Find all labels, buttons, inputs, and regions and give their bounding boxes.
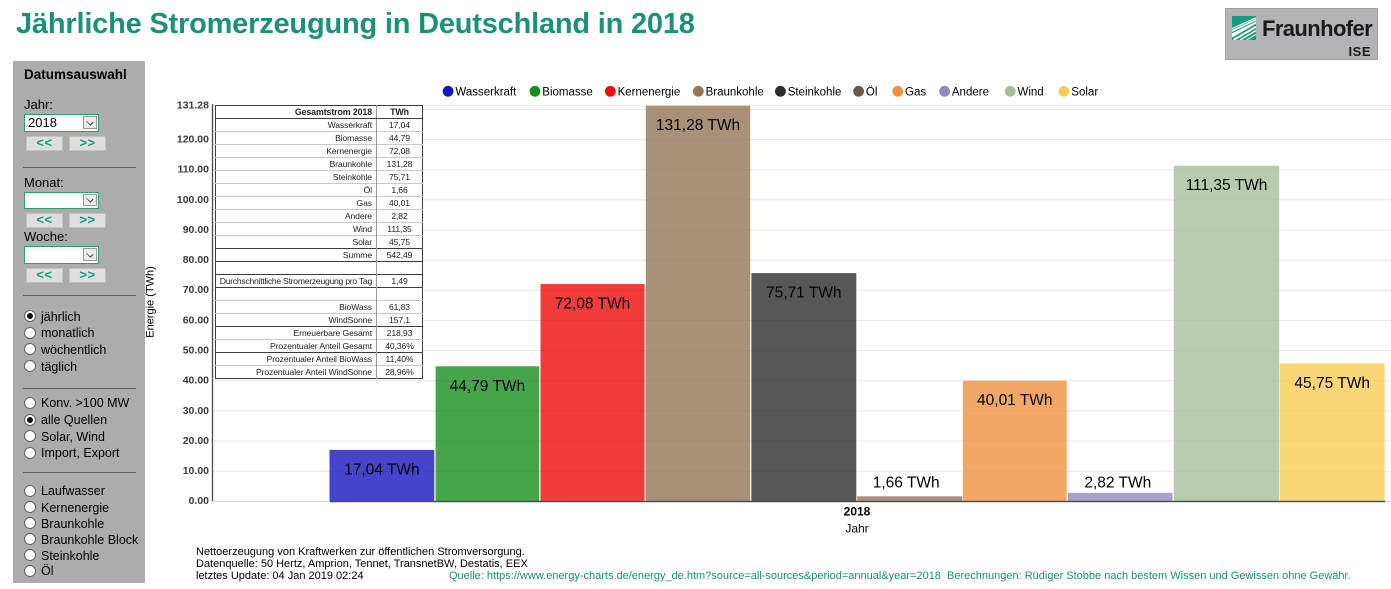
svg-text:Biomasse: Biomasse <box>542 87 593 99</box>
svg-text:Energie (TWh): Energie (TWh) <box>145 266 157 338</box>
svg-text:Kernenergie: Kernenergie <box>618 87 681 99</box>
svg-text:17,04 TWh: 17,04 TWh <box>344 461 420 478</box>
svg-text:Solar: Solar <box>1071 87 1098 99</box>
svg-text:70.00: 70.00 <box>183 284 209 296</box>
svg-text:0.00: 0.00 <box>189 495 210 507</box>
svg-text:80.00: 80.00 <box>183 254 209 266</box>
svg-text:72,08 TWh: 72,08 TWh <box>555 296 631 313</box>
svg-text:60.00: 60.00 <box>183 314 209 326</box>
svg-text:45,75 TWh: 45,75 TWh <box>1294 375 1370 392</box>
svg-text:90.00: 90.00 <box>183 224 209 236</box>
svg-text:Jahr: Jahr <box>845 522 868 536</box>
svg-text:1,66 TWh: 1,66 TWh <box>873 475 940 492</box>
svg-text:44,79 TWh: 44,79 TWh <box>450 378 526 395</box>
svg-text:120.00: 120.00 <box>177 134 209 146</box>
svg-text:75,71 TWh: 75,71 TWh <box>766 285 842 302</box>
svg-text:110.00: 110.00 <box>177 164 209 176</box>
svg-text:Gas: Gas <box>905 87 926 99</box>
svg-text:131,28 TWh: 131,28 TWh <box>656 117 740 134</box>
svg-text:50.00: 50.00 <box>183 345 209 357</box>
svg-text:40.00: 40.00 <box>183 375 209 387</box>
svg-text:40,01 TWh: 40,01 TWh <box>977 392 1053 409</box>
svg-text:2018: 2018 <box>844 505 871 519</box>
svg-text:Andere: Andere <box>952 87 989 99</box>
svg-text:Öl: Öl <box>866 87 878 99</box>
svg-text:2,82 TWh: 2,82 TWh <box>1084 475 1151 492</box>
svg-text:10.00: 10.00 <box>183 465 209 477</box>
svg-text:20.00: 20.00 <box>183 435 209 447</box>
svg-text:111,35 TWh: 111,35 TWh <box>1186 177 1268 194</box>
svg-text:131.28: 131.28 <box>177 100 209 112</box>
svg-text:Steinkohle: Steinkohle <box>788 87 842 99</box>
svg-text:100.00: 100.00 <box>177 194 209 206</box>
svg-text:Wasserkraft: Wasserkraft <box>455 87 517 99</box>
svg-text:Wind: Wind <box>1018 87 1044 99</box>
svg-text:Braunkohle: Braunkohle <box>706 87 764 99</box>
svg-text:30.00: 30.00 <box>183 405 209 417</box>
